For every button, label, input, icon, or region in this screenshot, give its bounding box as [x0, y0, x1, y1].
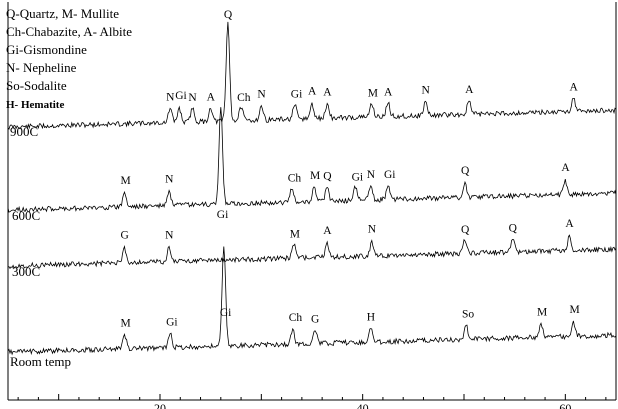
- peak-label: A: [561, 162, 570, 174]
- peak-label: H: [367, 312, 375, 324]
- peak-label: Gi: [352, 171, 364, 183]
- peak-label: N: [257, 89, 266, 101]
- x-tick-label: 20: [154, 401, 166, 409]
- legend: Q-Quartz, M- Mullite Ch-Chabazite, A- Alb…: [6, 6, 132, 111]
- peak-label: N: [421, 84, 430, 96]
- peak-label: M: [569, 304, 579, 316]
- peak-label: M: [290, 228, 300, 240]
- peak-label: A: [323, 225, 332, 237]
- peak-label: Ch: [289, 312, 303, 324]
- legend-line: Gi-Gismondine: [6, 42, 87, 57]
- legend-line: H- Hematite: [6, 99, 64, 111]
- peak-label: Q: [224, 9, 233, 21]
- legend-line: N- Nepheline: [6, 60, 77, 75]
- series-label: 600C: [12, 208, 40, 223]
- series-label: 900C: [10, 124, 38, 139]
- peak-label: Gi: [175, 90, 187, 102]
- peak-label: M: [368, 88, 378, 100]
- peak-label: N: [367, 169, 376, 181]
- peak-label: N: [188, 92, 197, 104]
- peak-label: Q: [461, 165, 470, 177]
- x-tick-label: 60: [559, 401, 571, 409]
- peak-label: Q: [509, 222, 518, 234]
- peak-label: M: [121, 317, 131, 329]
- legend-line: So-Sodalite: [6, 78, 67, 93]
- axes: 20 40 60: [8, 2, 616, 409]
- series-label: 300C: [12, 264, 40, 279]
- peak-label: M: [121, 175, 131, 187]
- peak-label: M: [310, 170, 320, 182]
- peak-label: A: [569, 81, 578, 93]
- peak-label: A: [323, 87, 332, 99]
- peak-label: N: [165, 229, 174, 241]
- peak-label: A: [565, 218, 574, 230]
- series-label: Room temp: [10, 354, 71, 369]
- peak-label: Q: [323, 170, 332, 182]
- peak-label: Gi: [217, 209, 229, 221]
- peak-label: A: [465, 84, 474, 96]
- peak-label: G: [311, 314, 319, 326]
- x-tick-label: 40: [357, 401, 369, 409]
- peak-label: A: [384, 87, 393, 99]
- legend-line: Q-Quartz, M- Mullite: [6, 6, 119, 21]
- trace-group: [8, 22, 616, 354]
- peak-label: Gi: [166, 317, 178, 329]
- peak-label: Ch: [237, 92, 251, 104]
- peak-label: A: [207, 92, 216, 104]
- peak-label: Q: [461, 224, 470, 236]
- peak-label: So: [462, 308, 474, 320]
- trace-600c: [8, 107, 616, 212]
- peak-label: N: [368, 224, 377, 236]
- peak-label: Ch: [288, 173, 302, 185]
- peak-label: N: [166, 91, 175, 103]
- series-label-group: 900C 600C 300C Room temp: [10, 124, 71, 369]
- peak-label: M: [537, 306, 547, 318]
- legend-line: Ch-Chabazite, A- Albite: [6, 24, 132, 39]
- peak-label: N: [165, 174, 174, 186]
- peak-label: Gi: [384, 169, 396, 181]
- peak-label: A: [308, 86, 317, 98]
- peak-label: G: [121, 230, 129, 242]
- peak-label: Gi: [220, 307, 232, 319]
- trace-300c: [8, 235, 616, 268]
- peak-label: Gi: [291, 88, 303, 100]
